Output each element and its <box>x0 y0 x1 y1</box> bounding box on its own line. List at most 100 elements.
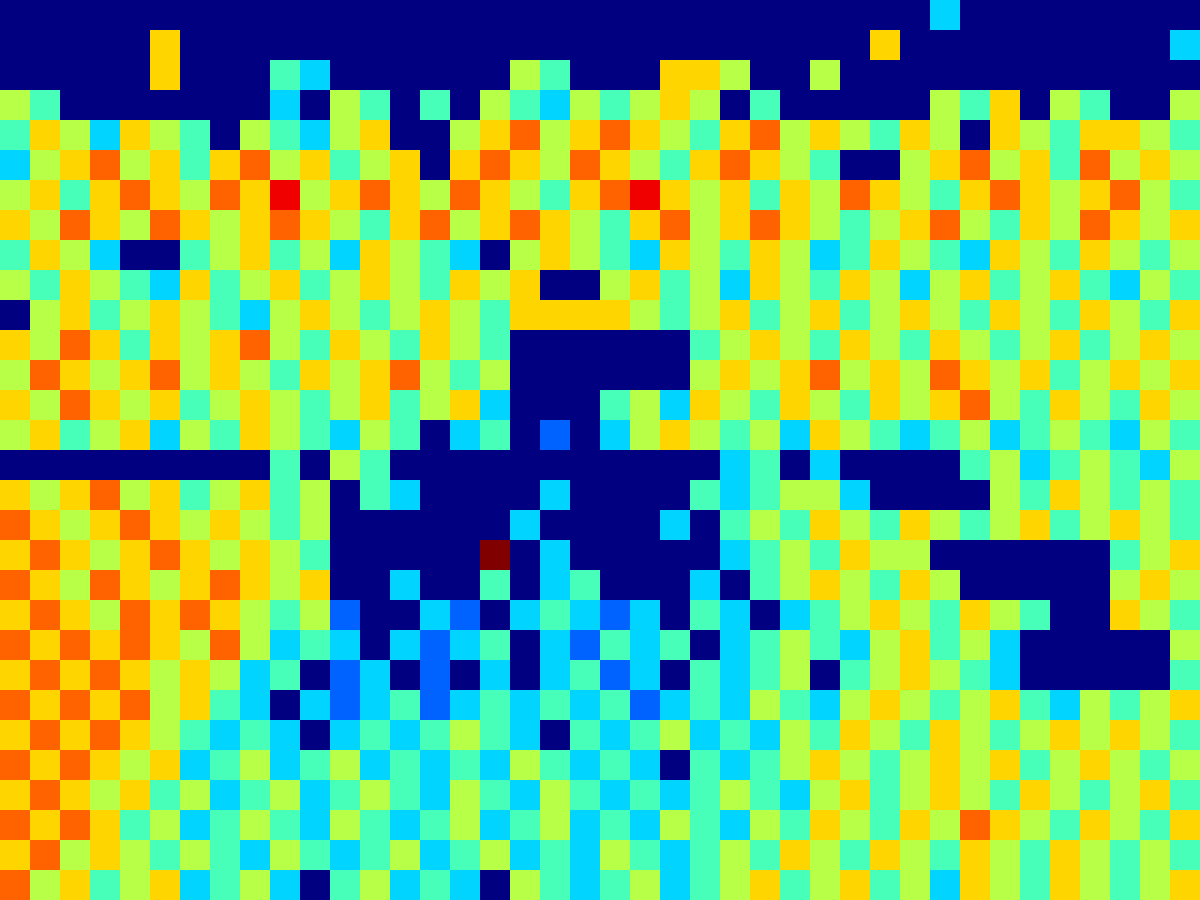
cell <box>210 150 241 181</box>
cell <box>270 330 301 361</box>
cell <box>90 390 121 421</box>
cell <box>180 150 211 181</box>
cell <box>1050 270 1081 301</box>
cell <box>810 540 841 571</box>
cell <box>0 150 31 181</box>
cell <box>780 630 811 661</box>
cell <box>1140 120 1171 151</box>
cell <box>60 450 91 481</box>
cell <box>1140 240 1171 271</box>
cell <box>720 630 751 661</box>
cell <box>150 300 181 331</box>
cell <box>30 330 61 361</box>
cell <box>900 780 931 811</box>
cell <box>360 240 391 271</box>
cell <box>990 570 1021 601</box>
cell <box>1110 120 1141 151</box>
cell <box>210 300 241 331</box>
cell <box>1050 300 1081 331</box>
cell <box>660 120 691 151</box>
cell <box>180 570 211 601</box>
cell <box>960 360 991 391</box>
cell <box>660 630 691 661</box>
cell <box>330 60 361 91</box>
cell <box>990 840 1021 871</box>
cell <box>990 120 1021 151</box>
cell <box>840 720 871 751</box>
cell <box>180 390 211 421</box>
cell <box>1110 660 1141 691</box>
cell <box>870 780 901 811</box>
cell <box>450 510 481 541</box>
cell <box>600 660 631 691</box>
cell <box>690 360 721 391</box>
cell <box>930 240 961 271</box>
cell <box>450 330 481 361</box>
cell <box>1140 60 1171 91</box>
cell <box>840 810 871 841</box>
cell <box>0 510 31 541</box>
cell <box>540 840 571 871</box>
cell <box>390 660 421 691</box>
cell <box>1020 30 1051 61</box>
cell <box>540 780 571 811</box>
cell <box>0 630 31 661</box>
cell <box>1170 240 1200 271</box>
cell <box>960 720 991 751</box>
cell <box>510 360 541 391</box>
cell <box>1020 420 1051 451</box>
cell <box>840 840 871 871</box>
cell <box>690 600 721 631</box>
cell <box>0 480 31 511</box>
cell <box>870 330 901 361</box>
cell <box>330 120 361 151</box>
cell <box>1050 330 1081 361</box>
cell <box>480 540 511 571</box>
cell <box>510 780 541 811</box>
cell <box>30 150 61 181</box>
cell <box>570 720 601 751</box>
cell <box>420 330 451 361</box>
cell <box>90 120 121 151</box>
cell <box>1110 450 1141 481</box>
cell <box>810 390 841 421</box>
cell <box>630 840 661 871</box>
cell <box>0 0 31 31</box>
cell <box>1080 150 1111 181</box>
cell <box>540 570 571 601</box>
cell <box>720 480 751 511</box>
cell <box>0 810 31 841</box>
cell <box>990 0 1021 31</box>
cell <box>60 810 91 841</box>
cell <box>570 0 601 31</box>
cell <box>300 150 331 181</box>
cell <box>690 150 721 181</box>
cell <box>240 510 271 541</box>
cell <box>840 0 871 31</box>
cell <box>330 630 361 661</box>
cell <box>570 300 601 331</box>
cell <box>60 720 91 751</box>
cell <box>480 660 511 691</box>
cell <box>900 390 931 421</box>
cell <box>990 240 1021 271</box>
cell <box>480 240 511 271</box>
cell <box>420 810 451 841</box>
cell <box>1020 570 1051 601</box>
cell <box>300 660 331 691</box>
cell <box>390 60 421 91</box>
cell <box>1080 540 1111 571</box>
cell <box>150 510 181 541</box>
cell <box>840 570 871 601</box>
cell <box>390 810 421 841</box>
cell <box>210 270 241 301</box>
cell <box>1050 630 1081 661</box>
cell <box>60 600 91 631</box>
cell <box>750 540 781 571</box>
cell <box>30 720 61 751</box>
cell <box>1020 630 1051 661</box>
cell <box>540 270 571 301</box>
cell <box>870 360 901 391</box>
cell <box>180 60 211 91</box>
cell <box>330 720 361 751</box>
